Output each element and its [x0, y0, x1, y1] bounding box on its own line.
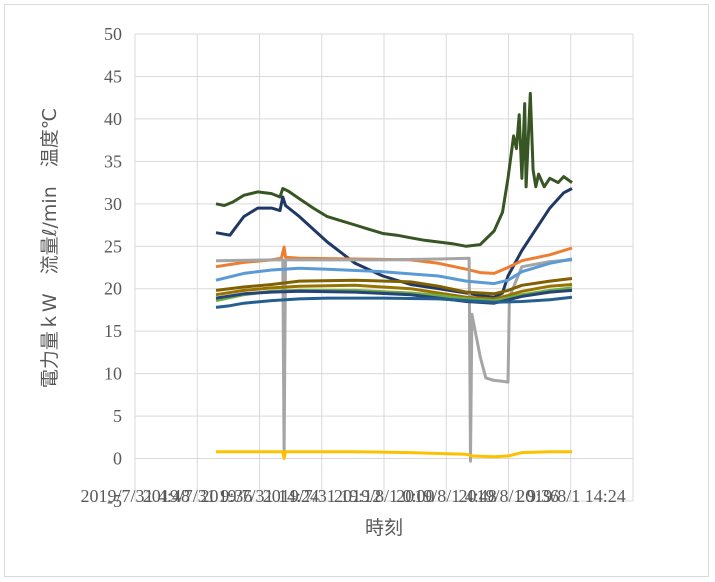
y-tick-label: 20 — [104, 279, 122, 299]
y-tick-label: 30 — [104, 194, 122, 214]
series-line-6 — [215, 277, 573, 296]
series-line-5 — [215, 257, 573, 286]
series-line-4 — [215, 256, 573, 463]
x-axis-title: 時刻 — [365, 517, 403, 539]
y-tick-label: 35 — [104, 151, 122, 171]
x-tick-label: 2019/8/1 14:24 — [516, 486, 626, 506]
gridlines — [134, 33, 634, 502]
y-axis-title: 電力量ｋW 流量ℓ/min 温度℃ — [39, 108, 61, 388]
x-tick-label: 2019/7/31 14:24 — [200, 486, 319, 506]
y-tick-label: 0 — [113, 449, 122, 469]
series-line-10 — [215, 295, 573, 309]
x-tick-label: 2019/8/1 9:36 — [458, 486, 559, 506]
y-tick-label: 45 — [104, 66, 122, 86]
x-tick-label: 2019/7/31 9:36 — [143, 486, 253, 506]
series-line-7 — [215, 283, 573, 301]
x-tick-label: 2019/8/1 4:48 — [396, 486, 497, 506]
y-tick-label: 40 — [104, 109, 122, 129]
y-tick-label: 50 — [104, 24, 122, 44]
y-tick-label: 25 — [104, 236, 122, 256]
x-tick-label: 2019/7/31 4:48 — [80, 486, 190, 506]
series-line-11 — [216, 450, 572, 460]
y-tick-label: 15 — [104, 321, 122, 341]
y-tick-label: -5 — [107, 491, 122, 511]
x-tick-label: 2019/8/1 0:00 — [334, 486, 435, 506]
x-tick-label: 2019/7/31 19:12 — [263, 486, 382, 506]
series-layer — [215, 91, 573, 463]
y-tick-label: 10 — [104, 364, 122, 384]
y-tick-labels: -5 0 5 10 15 20 25 30 35 40 45 50 — [104, 24, 122, 511]
series-line-1 — [215, 91, 573, 248]
y-tick-label: 5 — [113, 406, 122, 426]
